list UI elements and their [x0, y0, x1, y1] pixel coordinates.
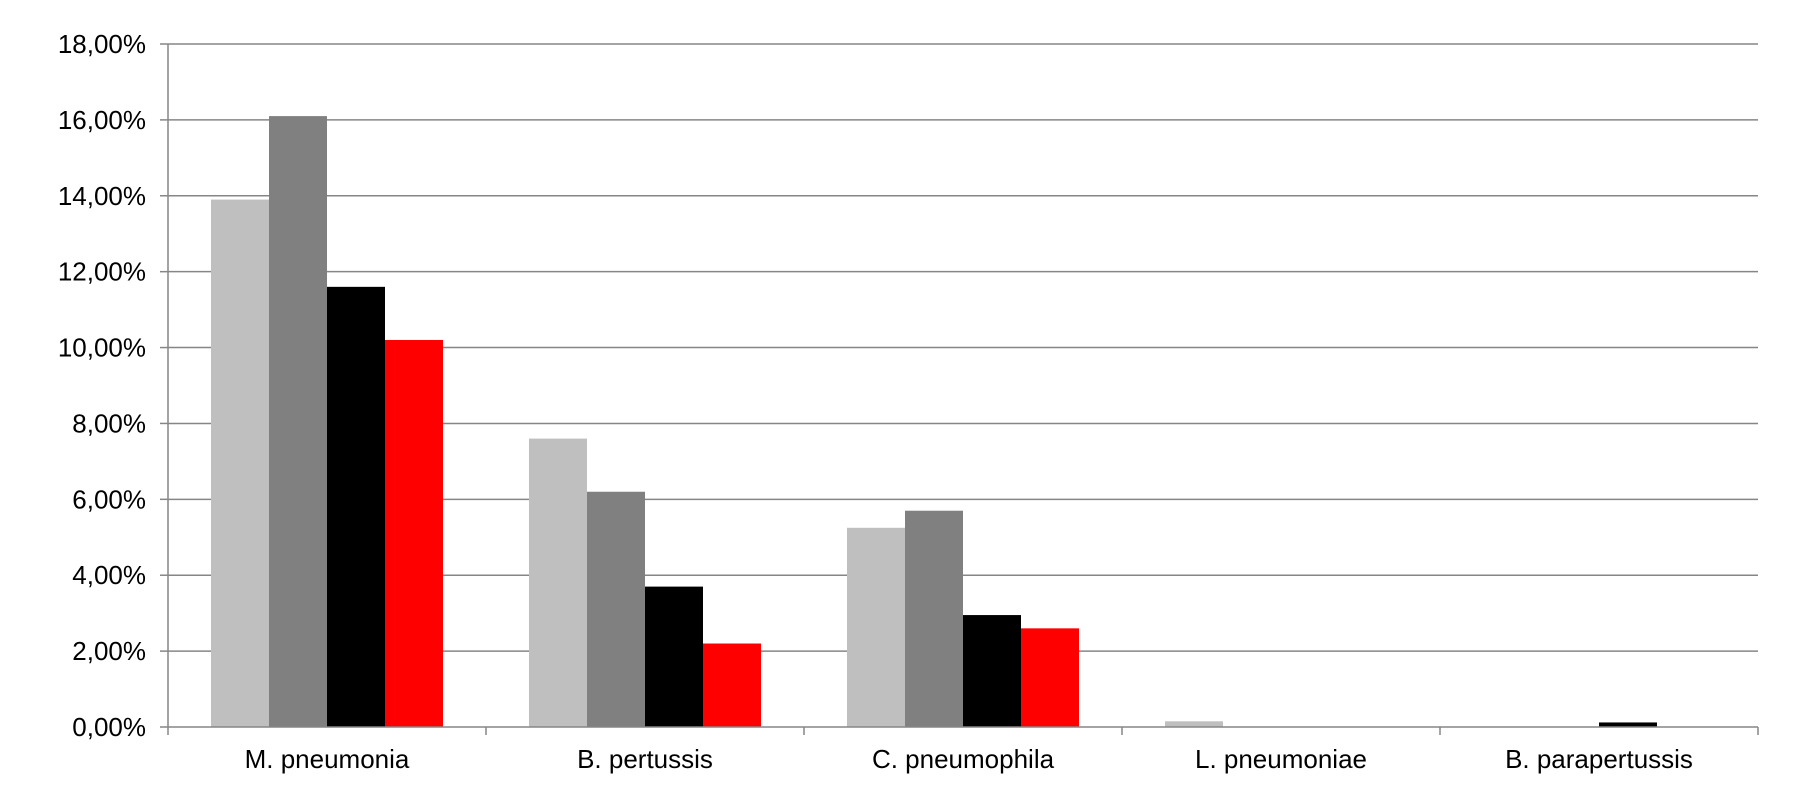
bar-5-series-3: [1599, 722, 1657, 727]
bar-3-series-3: [963, 615, 1021, 727]
bar-3-series-4: [1021, 628, 1079, 727]
y-tick-label: 4,00%: [72, 560, 146, 590]
y-tick-label: 14,00%: [58, 181, 146, 211]
bar-2-series-4: [703, 643, 761, 727]
x-category-label: B. parapertussis: [1505, 744, 1693, 774]
bar-1-series-1: [211, 199, 269, 728]
y-tick-label: 18,00%: [58, 29, 146, 59]
y-tick-label: 12,00%: [58, 257, 146, 287]
bar-2-series-3: [645, 586, 703, 727]
x-category-label: C. pneumophila: [872, 744, 1055, 774]
x-category-label: M. pneumonia: [245, 744, 410, 774]
y-tick-label: 2,00%: [72, 636, 146, 666]
bar-2-series-2: [587, 491, 645, 727]
x-category-label: L. pneumoniae: [1195, 744, 1367, 774]
y-tick-labels: 0,00% 2,00% 4,00% 6,00% 8,00% 10,00% 12,00% 14,…: [58, 29, 146, 742]
y-tick-label: 16,00%: [58, 105, 146, 135]
bars: [211, 116, 1657, 728]
bar-3-series-1: [847, 527, 905, 727]
bar-2-series-1: [529, 438, 587, 727]
y-tick-label: 10,00%: [58, 333, 146, 363]
bar-4-series-1: [1165, 721, 1223, 727]
axes: [167, 44, 1758, 728]
bar-1-series-2: [269, 116, 327, 728]
bar-1-series-4: [385, 339, 443, 727]
x-tick-labels: M. pneumonia B. pertussis C. pneumophila L.…: [245, 744, 1693, 774]
x-category-label: B. pertussis: [577, 744, 713, 774]
y-tick-label: 8,00%: [72, 408, 146, 438]
y-tick-label: 0,00%: [72, 712, 146, 742]
y-tick-label: 6,00%: [72, 484, 146, 514]
bar-3-series-2: [905, 510, 963, 727]
bar-1-series-3: [327, 286, 385, 727]
